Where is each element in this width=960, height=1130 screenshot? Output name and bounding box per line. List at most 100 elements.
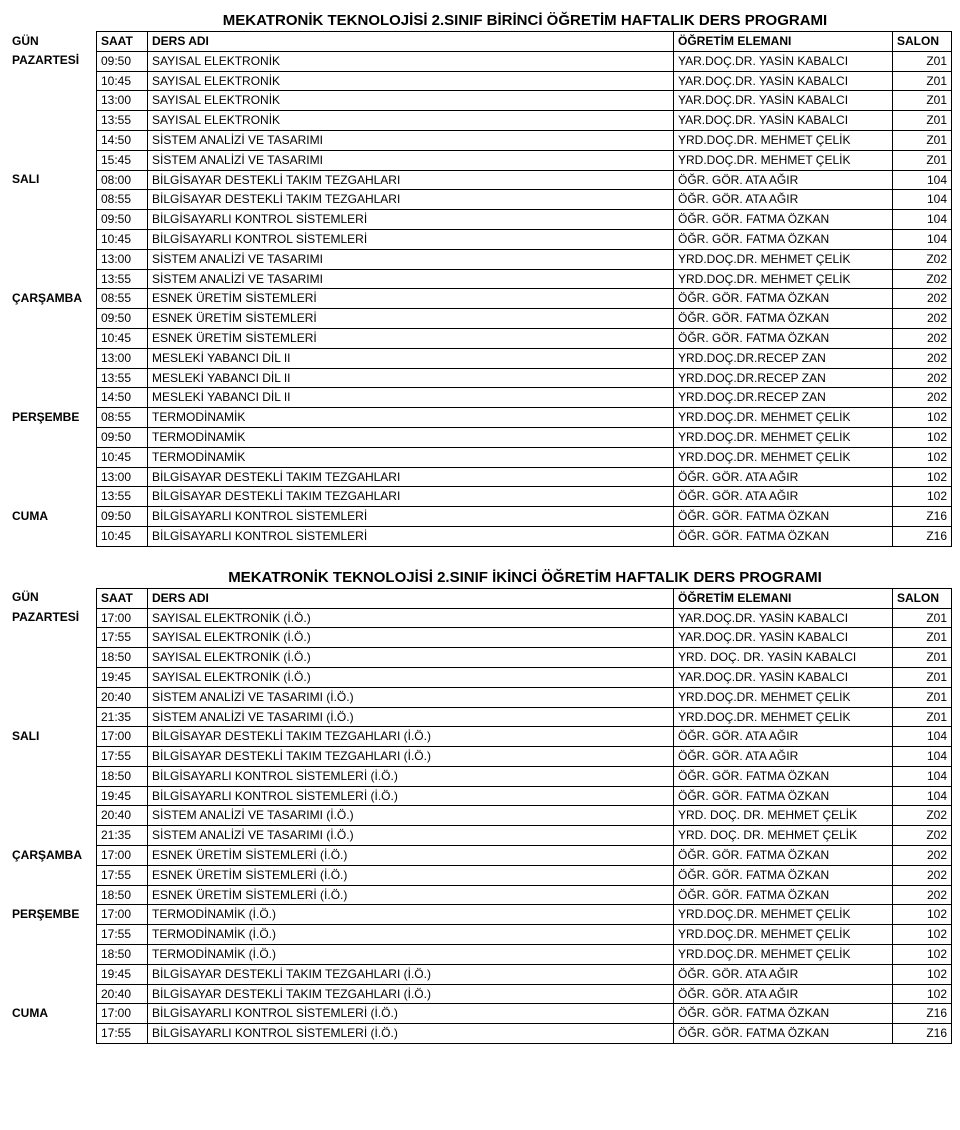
cell-ogretim: YRD.DOÇ.DR. MEHMET ÇELİK bbox=[674, 427, 893, 447]
cell-ders: SAYISAL ELEKTRONİK (İ.Ö.) bbox=[148, 628, 674, 648]
cell-salon: Z01 bbox=[893, 687, 952, 707]
cell-ogretim: YRD.DOÇ.DR.RECEP ZAN bbox=[674, 388, 893, 408]
cell-ders: SAYISAL ELEKTRONİK (İ.Ö.) bbox=[148, 648, 674, 668]
cell-ogretim: ÖĞR. GÖR. FATMA ÖZKAN bbox=[674, 885, 893, 905]
cell-gun bbox=[8, 190, 97, 210]
cell-ogretim: ÖĞR. GÖR. FATMA ÖZKAN bbox=[674, 526, 893, 546]
cell-gun bbox=[8, 826, 97, 846]
table-row: 09:50ESNEK ÜRETİM SİSTEMLERİÖĞR. GÖR. FA… bbox=[8, 309, 952, 329]
cell-salon: Z01 bbox=[893, 707, 952, 727]
cell-gun bbox=[8, 648, 97, 668]
table-row: 13:55SİSTEM ANALİZİ VE TASARIMIYRD.DOÇ.D… bbox=[8, 269, 952, 289]
cell-ogretim: YAR.DOÇ.DR. YASİN KABALCI bbox=[674, 51, 893, 71]
cell-ogretim: YRD.DOÇ.DR.RECEP ZAN bbox=[674, 348, 893, 368]
col-ogretim-header: ÖĞRETİM ELEMANI bbox=[674, 32, 893, 52]
cell-gun bbox=[8, 447, 97, 467]
table-row: 19:45BİLGİSAYAR DESTEKLİ TAKIM TEZGAHLAR… bbox=[8, 964, 952, 984]
cell-ders: SAYISAL ELEKTRONİK bbox=[148, 111, 674, 131]
cell-salon: 102 bbox=[893, 408, 952, 428]
cell-saat: 10:45 bbox=[97, 526, 148, 546]
cell-ogretim: ÖĞR. GÖR. FATMA ÖZKAN bbox=[674, 1004, 893, 1024]
cell-ogretim: ÖĞR. GÖR. FATMA ÖZKAN bbox=[674, 309, 893, 329]
table-row: 13:00MESLEKİ YABANCI DİL IIYRD.DOÇ.DR.RE… bbox=[8, 348, 952, 368]
cell-salon: Z01 bbox=[893, 608, 952, 628]
cell-gun: PERŞEMBE bbox=[8, 905, 97, 925]
cell-salon: 202 bbox=[893, 289, 952, 309]
table1-title: MEKATRONİK TEKNOLOJİSİ 2.SINIF BİRİNCİ Ö… bbox=[98, 12, 952, 29]
cell-saat: 08:55 bbox=[97, 408, 148, 428]
cell-gun bbox=[8, 687, 97, 707]
table-row: 09:50TERMODİNAMİKYRD.DOÇ.DR. MEHMET ÇELİ… bbox=[8, 427, 952, 447]
cell-ders: BİLGİSAYAR DESTEKLİ TAKIM TEZGAHLARI bbox=[148, 170, 674, 190]
cell-salon: 202 bbox=[893, 348, 952, 368]
cell-salon: 104 bbox=[893, 786, 952, 806]
cell-ders: BİLGİSAYARLI KONTROL SİSTEMLERİ bbox=[148, 526, 674, 546]
cell-ders: SİSTEM ANALİZİ VE TASARIMI (İ.Ö.) bbox=[148, 826, 674, 846]
cell-ogretim: YRD.DOÇ.DR. MEHMET ÇELİK bbox=[674, 269, 893, 289]
cell-salon: 102 bbox=[893, 905, 952, 925]
cell-ders: SİSTEM ANALİZİ VE TASARIMI (İ.Ö.) bbox=[148, 806, 674, 826]
table-row: SALI08:00BİLGİSAYAR DESTEKLİ TAKIM TEZGA… bbox=[8, 170, 952, 190]
cell-ogretim: YAR.DOÇ.DR. YASİN KABALCI bbox=[674, 91, 893, 111]
table-row: 13:55SAYISAL ELEKTRONİKYAR.DOÇ.DR. YASİN… bbox=[8, 111, 952, 131]
cell-salon: 202 bbox=[893, 388, 952, 408]
cell-saat: 08:55 bbox=[97, 190, 148, 210]
cell-ders: ESNEK ÜRETİM SİSTEMLERİ bbox=[148, 309, 674, 329]
table-row: PAZARTESİ17:00SAYISAL ELEKTRONİK (İ.Ö.)Y… bbox=[8, 608, 952, 628]
table-row: 18:50BİLGİSAYARLI KONTROL SİSTEMLERİ (İ.… bbox=[8, 766, 952, 786]
cell-ogretim: YRD.DOÇ.DR. MEHMET ÇELİK bbox=[674, 945, 893, 965]
cell-ders: BİLGİSAYAR DESTEKLİ TAKIM TEZGAHLARI (İ.… bbox=[148, 727, 674, 747]
cell-ogretim: YRD.DOÇ.DR. MEHMET ÇELİK bbox=[674, 130, 893, 150]
cell-ders: ESNEK ÜRETİM SİSTEMLERİ (İ.Ö.) bbox=[148, 885, 674, 905]
cell-ogretim: YRD.DOÇ.DR. MEHMET ÇELİK bbox=[674, 687, 893, 707]
cell-saat: 09:50 bbox=[97, 51, 148, 71]
cell-gun bbox=[8, 766, 97, 786]
cell-ders: SİSTEM ANALİZİ VE TASARIMI bbox=[148, 269, 674, 289]
cell-ders: ESNEK ÜRETİM SİSTEMLERİ (İ.Ö.) bbox=[148, 865, 674, 885]
cell-ders: BİLGİSAYAR DESTEKLİ TAKIM TEZGAHLARI bbox=[148, 487, 674, 507]
cell-ders: BİLGİSAYAR DESTEKLİ TAKIM TEZGAHLARI (İ.… bbox=[148, 747, 674, 767]
cell-gun bbox=[8, 865, 97, 885]
cell-salon: Z01 bbox=[893, 91, 952, 111]
cell-ders: BİLGİSAYAR DESTEKLİ TAKIM TEZGAHLARI bbox=[148, 467, 674, 487]
cell-saat: 17:00 bbox=[97, 846, 148, 866]
cell-gun bbox=[8, 427, 97, 447]
table-row: 17:55BİLGİSAYAR DESTEKLİ TAKIM TEZGAHLAR… bbox=[8, 747, 952, 767]
cell-salon: 102 bbox=[893, 447, 952, 467]
cell-salon: Z01 bbox=[893, 667, 952, 687]
cell-ders: TERMODİNAMİK (İ.Ö.) bbox=[148, 945, 674, 965]
cell-gun: SALI bbox=[8, 727, 97, 747]
table-row: 10:45BİLGİSAYARLI KONTROL SİSTEMLERİÖĞR.… bbox=[8, 229, 952, 249]
col-salon-header: SALON bbox=[893, 588, 952, 608]
cell-gun: PAZARTESİ bbox=[8, 608, 97, 628]
cell-ders: ESNEK ÜRETİM SİSTEMLERİ (İ.Ö.) bbox=[148, 846, 674, 866]
cell-ogretim: ÖĞR. GÖR. FATMA ÖZKAN bbox=[674, 865, 893, 885]
cell-saat: 18:50 bbox=[97, 885, 148, 905]
table-row: 13:00BİLGİSAYAR DESTEKLİ TAKIM TEZGAHLAR… bbox=[8, 467, 952, 487]
table-row: 20:40SİSTEM ANALİZİ VE TASARIMI (İ.Ö.)YR… bbox=[8, 687, 952, 707]
cell-ogretim: ÖĞR. GÖR. FATMA ÖZKAN bbox=[674, 328, 893, 348]
table-row: 13:00SAYISAL ELEKTRONİKYAR.DOÇ.DR. YASİN… bbox=[8, 91, 952, 111]
cell-ders: SİSTEM ANALİZİ VE TASARIMI bbox=[148, 249, 674, 269]
cell-saat: 10:45 bbox=[97, 328, 148, 348]
cell-salon: Z01 bbox=[893, 71, 952, 91]
col-saat-header: SAAT bbox=[97, 32, 148, 52]
cell-gun: CUMA bbox=[8, 1004, 97, 1024]
cell-gun bbox=[8, 806, 97, 826]
cell-ders: BİLGİSAYARLI KONTROL SİSTEMLERİ bbox=[148, 507, 674, 527]
cell-ogretim: ÖĞR. GÖR. ATA AĞIR bbox=[674, 190, 893, 210]
cell-ders: SAYISAL ELEKTRONİK (İ.Ö.) bbox=[148, 608, 674, 628]
cell-ogretim: YAR.DOÇ.DR. YASİN KABALCI bbox=[674, 608, 893, 628]
cell-salon: 104 bbox=[893, 727, 952, 747]
cell-ders: SAYISAL ELEKTRONİK bbox=[148, 51, 674, 71]
cell-gun: PERŞEMBE bbox=[8, 408, 97, 428]
table-row: 19:45BİLGİSAYARLI KONTROL SİSTEMLERİ (İ.… bbox=[8, 786, 952, 806]
table-row: 19:45SAYISAL ELEKTRONİK (İ.Ö.)YAR.DOÇ.DR… bbox=[8, 667, 952, 687]
schedule-section-1: MEKATRONİK TEKNOLOJİSİ 2.SINIF BİRİNCİ Ö… bbox=[8, 12, 952, 547]
cell-saat: 18:50 bbox=[97, 766, 148, 786]
cell-gun bbox=[8, 526, 97, 546]
cell-gun bbox=[8, 628, 97, 648]
cell-saat: 13:55 bbox=[97, 269, 148, 289]
cell-saat: 17:55 bbox=[97, 747, 148, 767]
cell-gun bbox=[8, 747, 97, 767]
